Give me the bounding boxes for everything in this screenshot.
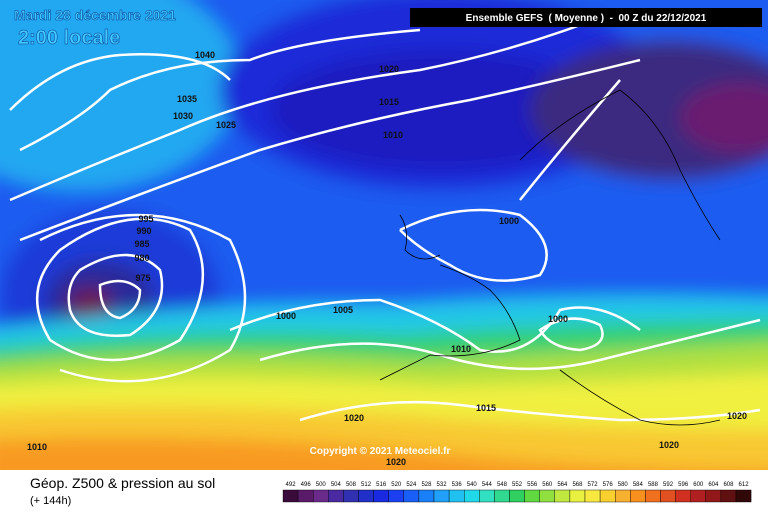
legend-swatch bbox=[569, 489, 586, 503]
isobar-label: 1015 bbox=[476, 403, 496, 413]
time-label: 2:00 locale bbox=[18, 27, 120, 49]
legend-label: 580 bbox=[618, 482, 629, 488]
isobar-label: 1020 bbox=[659, 440, 679, 450]
legend-label: 608 bbox=[723, 482, 734, 488]
legend-label: 576 bbox=[603, 482, 614, 488]
legend-swatch bbox=[373, 489, 389, 503]
legend-label: 512 bbox=[361, 482, 372, 488]
legend-swatch bbox=[735, 489, 752, 503]
legend-label: 592 bbox=[663, 482, 674, 488]
isobar-label: 985 bbox=[134, 239, 149, 249]
legend-swatch bbox=[297, 489, 314, 503]
isobar-label: 1015 bbox=[379, 97, 399, 107]
coastlines bbox=[379, 89, 721, 426]
legend-label: 584 bbox=[633, 482, 644, 488]
legend-label: 528 bbox=[421, 482, 432, 488]
footer-lead: (+ 144h) bbox=[30, 495, 71, 507]
date-label: Mardi 28 décembre 2021 bbox=[14, 7, 176, 23]
legend-swatch bbox=[705, 489, 722, 503]
isobar-label: 1035 bbox=[177, 94, 197, 104]
legend-swatch bbox=[282, 489, 299, 503]
legend-swatch bbox=[615, 489, 631, 503]
legend-label: 496 bbox=[301, 482, 312, 488]
legend-swatch bbox=[313, 489, 329, 503]
legend-label: 504 bbox=[331, 482, 342, 488]
isobar-label: 980 bbox=[134, 253, 149, 263]
legend-swatch bbox=[690, 489, 707, 503]
legend-label: 552 bbox=[512, 482, 523, 488]
legend-swatch bbox=[343, 489, 359, 503]
legend-swatch bbox=[433, 489, 450, 503]
legend-label: 520 bbox=[391, 482, 402, 488]
isobar-label: 1020 bbox=[344, 413, 364, 423]
legend-label: 588 bbox=[648, 482, 659, 488]
legend-swatch bbox=[328, 489, 344, 503]
legend-label: 568 bbox=[572, 482, 583, 488]
isobar-label: 1030 bbox=[173, 111, 193, 121]
isobar-label: 1025 bbox=[216, 120, 236, 130]
legend-label: 548 bbox=[497, 482, 508, 488]
isobar-label: 990 bbox=[136, 226, 151, 236]
legend-label: 596 bbox=[678, 482, 689, 488]
legend-swatch bbox=[448, 489, 465, 503]
isobar-label: 1010 bbox=[451, 344, 471, 354]
legend-label: 540 bbox=[467, 482, 478, 488]
isobar-label: 1010 bbox=[27, 442, 47, 452]
legend-label: 492 bbox=[286, 482, 297, 488]
legend-label: 524 bbox=[406, 482, 417, 488]
legend-label: 560 bbox=[542, 482, 553, 488]
legend-label: 500 bbox=[316, 482, 327, 488]
run-box bbox=[410, 8, 762, 27]
legend-swatch bbox=[479, 489, 495, 503]
isobar-label: 1020 bbox=[727, 411, 747, 421]
legend-swatch bbox=[599, 489, 616, 503]
footer-title: Géop. Z500 & pression au sol bbox=[30, 475, 215, 491]
isobar-label: 1020 bbox=[379, 64, 399, 74]
legend-label: 600 bbox=[693, 482, 704, 488]
legend-swatch bbox=[403, 489, 420, 503]
legend-swatch bbox=[660, 489, 676, 503]
legend-label: 556 bbox=[527, 482, 538, 488]
legend-swatch bbox=[494, 489, 510, 503]
isobar-label: 1000 bbox=[548, 314, 568, 324]
isobar-label: 1000 bbox=[276, 311, 296, 321]
legend-swatch bbox=[524, 489, 540, 503]
legend-swatch bbox=[675, 489, 691, 503]
isobar-label: 975 bbox=[135, 273, 150, 283]
legend-swatch bbox=[554, 489, 571, 503]
legend-swatch bbox=[388, 489, 405, 503]
legend-swatch bbox=[509, 489, 525, 503]
legend-swatch bbox=[584, 489, 601, 503]
legend-label: 536 bbox=[452, 482, 463, 488]
legend-swatch bbox=[645, 489, 661, 503]
isobar-label: 1040 bbox=[195, 50, 215, 60]
legend-label: 604 bbox=[708, 482, 719, 488]
legend-label: 516 bbox=[376, 482, 387, 488]
legend-swatch bbox=[418, 489, 435, 503]
isobar-label: 1020 bbox=[386, 457, 406, 467]
legend-swatch bbox=[358, 489, 374, 503]
legend-label: 612 bbox=[739, 482, 750, 488]
legend-swatch bbox=[720, 489, 737, 503]
isobar-label: 1005 bbox=[333, 305, 353, 315]
run-label: Ensemble GEFS ( Moyenne ) - 00 Z du 22/1… bbox=[466, 13, 707, 24]
legend-swatch bbox=[539, 489, 556, 503]
legend-label: 508 bbox=[346, 482, 357, 488]
legend-swatch bbox=[464, 489, 480, 503]
legend-label: 572 bbox=[588, 482, 599, 488]
legend-label: 544 bbox=[482, 482, 493, 488]
isobar-label: 1010 bbox=[383, 130, 403, 140]
isobar-label: 995 bbox=[138, 214, 153, 224]
isobar-label: 1000 bbox=[499, 216, 519, 226]
legend-label: 564 bbox=[557, 482, 568, 488]
legend-label: 532 bbox=[437, 482, 448, 488]
isobar-lines bbox=[9, 8, 761, 422]
legend-swatch bbox=[630, 489, 646, 503]
copyright: Copyright © 2021 Meteociel.fr bbox=[310, 446, 451, 457]
